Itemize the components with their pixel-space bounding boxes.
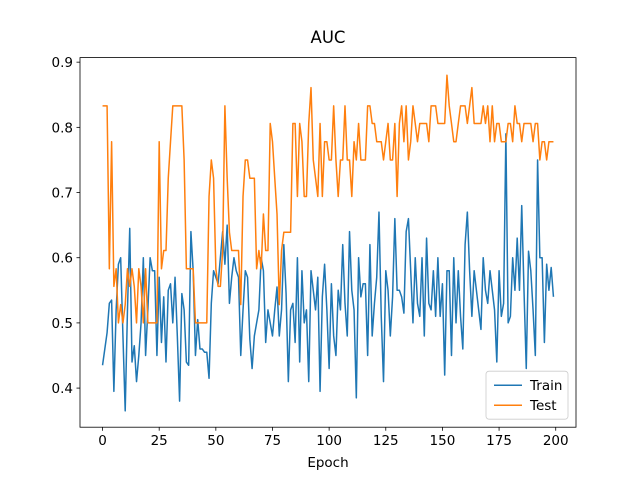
x-tick-label: 125 bbox=[373, 433, 399, 449]
x-tick-label: 200 bbox=[543, 433, 569, 449]
data-line bbox=[102, 74, 554, 324]
x-tick-label: 175 bbox=[486, 433, 512, 449]
legend-label: Test bbox=[529, 398, 557, 414]
x-tick-label: 100 bbox=[316, 433, 342, 449]
chart-title: AUC bbox=[311, 28, 346, 47]
y-tick-label: 0.7 bbox=[52, 186, 73, 202]
x-tick-label: 50 bbox=[207, 433, 224, 449]
legend-label: Train bbox=[529, 378, 562, 394]
x-tick-label: 75 bbox=[264, 433, 281, 449]
y-tick-label: 0.6 bbox=[52, 251, 73, 267]
x-tick-label: 150 bbox=[430, 433, 456, 449]
y-tick-label: 0.8 bbox=[52, 120, 73, 136]
legend-box bbox=[485, 370, 569, 420]
y-tick-label: 0.5 bbox=[52, 316, 73, 332]
x-tick-label: 25 bbox=[151, 433, 168, 449]
x-tick-label: 0 bbox=[98, 433, 107, 449]
y-tick-label: 0.9 bbox=[52, 55, 73, 71]
data-line bbox=[101, 133, 555, 412]
plot-frame bbox=[79, 57, 577, 428]
y-tick-label: 0.4 bbox=[52, 381, 73, 397]
x-axis-label: Epoch bbox=[307, 455, 348, 471]
